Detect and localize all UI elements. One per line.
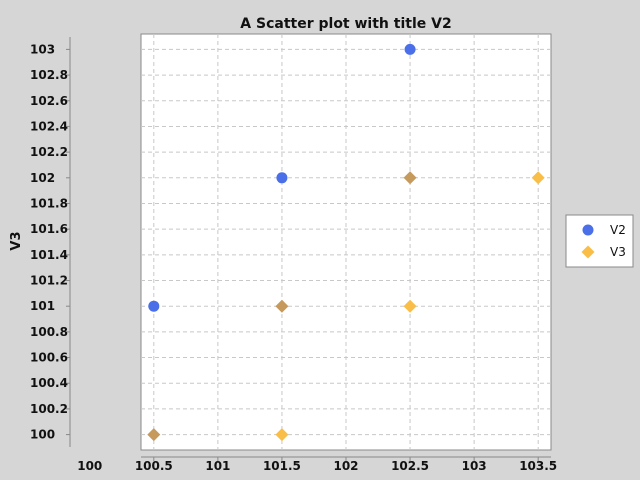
y-tick-label: 102.2: [30, 145, 68, 159]
x-tick-label: 100.5: [135, 459, 173, 473]
data-points: [147, 43, 545, 442]
x-axis-ticks: 100 100.5 101 101.5 102 102.5 103 103.5: [77, 457, 557, 473]
x-tick-label: 102: [333, 459, 358, 473]
y-axis-ticks: 100 100.2 100.4 100.6 100.8 101 101.2 101.4 101.…: [30, 42, 70, 442]
y-tick-label: 101.8: [30, 196, 68, 210]
y-tick-label: 103: [30, 42, 55, 56]
point-v2: [276, 172, 288, 184]
y-tick-label: 100.8: [30, 325, 68, 339]
y-tick-label: 101: [30, 299, 55, 313]
x-tick-label: 100: [77, 459, 102, 473]
point-v2-v3-overlap: [403, 171, 417, 185]
y-tick-label: 102.8: [30, 68, 68, 82]
y-tick-label: 100.4: [30, 376, 68, 390]
y-tick-label: 100.2: [30, 402, 68, 416]
x-tick-label: 103.5: [519, 459, 557, 473]
point-v2-v3-overlap: [147, 428, 161, 442]
legend-label-v3: V3: [610, 245, 626, 259]
y-tick-label: 102.4: [30, 119, 68, 133]
x-tick-label: 101: [205, 459, 230, 473]
point-v3: [403, 299, 417, 313]
y-tick-label: 101.2: [30, 274, 68, 288]
point-v3: [531, 171, 545, 185]
y-tick-label: 100: [30, 428, 55, 442]
x-tick-label: 102.5: [391, 459, 429, 473]
grid-lines: [141, 34, 551, 450]
y-tick-label: 102: [30, 171, 55, 185]
point-v3: [275, 428, 289, 442]
chart-title: A Scatter plot with title V2: [240, 16, 451, 32]
y-tick-label: 100.6: [30, 351, 68, 365]
legend-box: [565, 214, 634, 268]
legend-marker-v3: [581, 245, 595, 259]
x-tick-label: 101.5: [263, 459, 301, 473]
y-tick-label: 101.4: [30, 248, 68, 262]
x-tick-label: 103: [462, 459, 487, 473]
y-tick-label: 102.6: [30, 94, 68, 108]
legend-marker-v2: [582, 224, 594, 236]
point-v2: [148, 300, 160, 312]
legend: V2 V3: [565, 214, 634, 268]
y-axis-title: V3: [9, 231, 24, 250]
point-v2-v3-overlap: [275, 299, 289, 313]
point-v2: [404, 43, 416, 55]
y-tick-label: 101.6: [30, 222, 68, 236]
legend-label-v2: V2: [610, 223, 626, 237]
